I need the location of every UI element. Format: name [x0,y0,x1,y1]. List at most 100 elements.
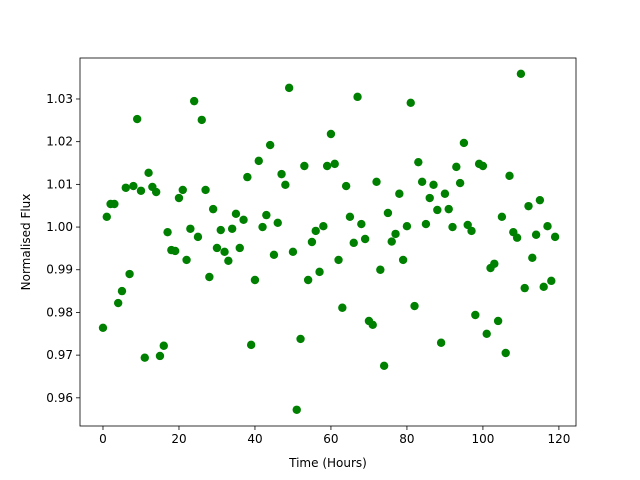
point [531,230,541,239]
point [440,189,450,198]
point [300,161,309,171]
y-tick-label: 1.01 [46,177,73,191]
point [125,269,134,279]
point [360,234,370,244]
x-tick-label: 120 [547,432,570,446]
point [269,250,279,260]
point [524,201,533,211]
point [368,320,377,330]
point [140,353,149,362]
point [182,255,191,265]
point [159,341,168,350]
point [155,351,165,361]
point [163,227,172,237]
y-tick-label: 1.00 [46,220,73,234]
point [224,256,233,265]
point [341,181,351,191]
point [212,243,222,253]
y-tick-label: 0.96 [46,391,73,405]
point [330,159,339,169]
point [493,316,503,326]
point [201,185,210,195]
point [349,238,358,248]
point [208,204,218,214]
point [543,222,552,231]
y-tick-label: 1.03 [46,92,73,106]
point [501,348,510,358]
point [520,283,529,293]
point [227,224,237,233]
point [246,340,256,350]
point [235,243,244,253]
point [265,140,275,150]
point [539,282,548,292]
point [490,259,499,268]
point [292,405,301,414]
point [379,361,389,371]
point [220,247,229,257]
point [284,83,294,93]
point [281,180,290,189]
point [417,177,427,187]
point [277,169,286,179]
point [505,171,514,181]
point [110,199,119,209]
point [421,219,431,229]
point [136,186,146,195]
point [250,275,260,285]
point [174,193,184,203]
point [121,183,130,192]
x-tick-label: 80 [399,432,414,446]
point [436,338,446,347]
point [151,187,161,197]
point [383,208,393,218]
point [193,232,203,242]
point [262,210,271,220]
x-axis-label: Time (Hours) [288,456,367,470]
point [311,226,320,236]
point [315,267,324,277]
point [288,247,298,257]
y-tick-label: 0.98 [46,305,73,319]
point [186,224,195,233]
point [550,232,560,242]
point [547,276,556,286]
x-tick-label: 100 [471,432,494,446]
point [387,237,396,246]
point [402,222,412,231]
point [231,209,241,219]
point [117,286,127,296]
point [273,218,282,227]
point [254,156,263,166]
point [303,275,313,285]
point [516,69,526,78]
point [307,237,317,247]
x-tick-label: 60 [323,432,338,446]
point [129,181,138,191]
point [478,161,488,171]
point [482,329,491,338]
point [216,225,225,235]
x-tick-label: 20 [171,432,186,446]
point [414,157,423,167]
point [113,298,123,308]
point [497,212,507,222]
point [205,272,214,282]
point [471,310,480,320]
point [326,129,336,139]
point [353,92,362,102]
point [98,323,108,333]
y-tick-label: 1.02 [46,135,73,149]
point [406,98,415,108]
point [512,233,522,242]
point [395,189,404,198]
y-axis-label: Normalised Flux [19,194,33,291]
point [296,334,305,344]
point [535,195,545,205]
point [391,229,400,239]
plot-frame [79,57,577,427]
point [467,226,476,236]
point [398,255,408,265]
